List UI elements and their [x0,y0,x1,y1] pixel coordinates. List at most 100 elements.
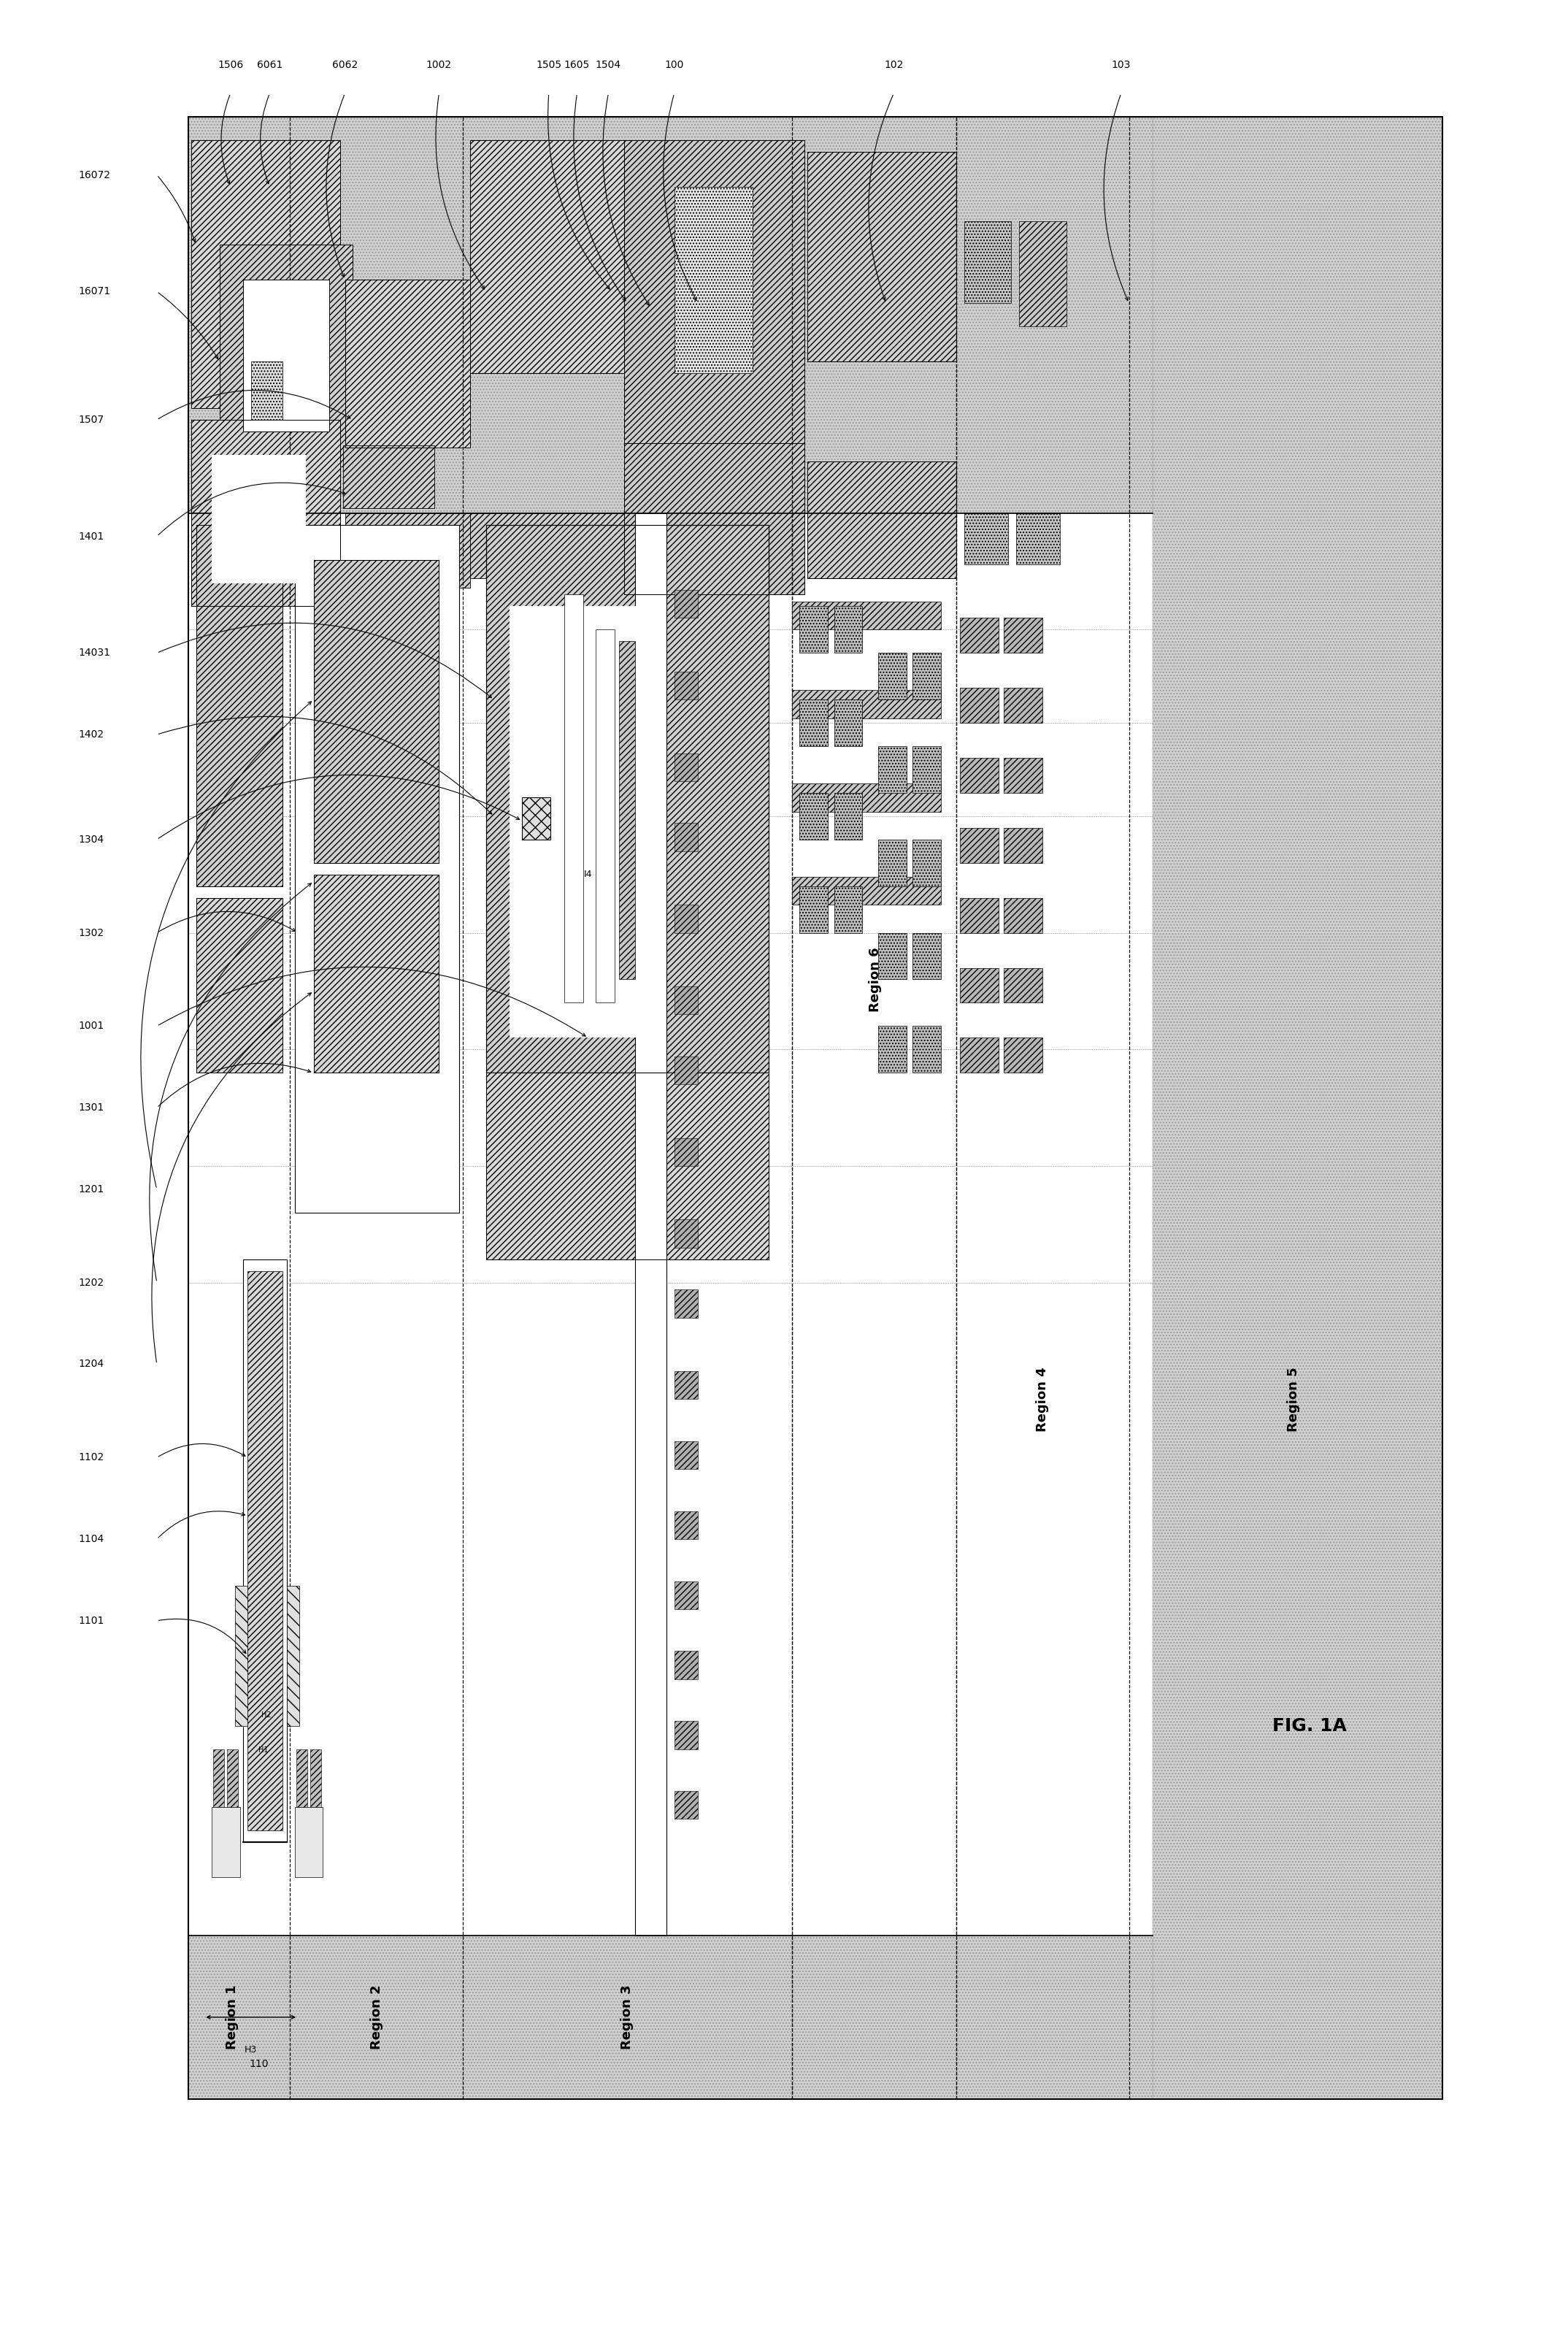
FancyArrowPatch shape [547,96,610,289]
FancyArrowPatch shape [602,96,649,305]
Bar [191,420,340,606]
Text: 1507: 1507 [78,415,103,424]
Bar [878,840,906,886]
Bar [486,1073,768,1259]
FancyArrowPatch shape [574,96,626,301]
Text: FIG. 1A: FIG. 1A [1272,1716,1347,1735]
Bar [792,877,941,905]
Text: 1001: 1001 [78,1021,103,1031]
Bar [1152,117,1443,2099]
Bar [196,525,282,886]
Bar [624,140,804,443]
FancyArrowPatch shape [158,912,295,933]
Bar [674,1581,698,1609]
Text: I4: I4 [583,870,593,879]
Bar [792,602,941,630]
Bar [510,606,651,1038]
Bar [314,874,439,1073]
Bar [674,905,698,933]
Bar [800,700,828,746]
Bar [674,672,698,700]
Bar [1019,222,1066,326]
Bar [1004,968,1043,1003]
Bar [188,1936,1152,2099]
Bar [295,525,459,1213]
Bar [674,1371,698,1399]
Text: 1401: 1401 [78,532,103,541]
FancyArrowPatch shape [436,96,485,289]
FancyArrowPatch shape [158,1618,246,1653]
Bar [470,140,624,373]
Bar [834,886,862,933]
Bar [878,933,906,979]
Bar [1004,688,1043,723]
Bar [295,1807,323,1877]
Bar [913,746,941,793]
Bar [196,898,282,1073]
Bar [486,1073,768,1259]
FancyArrowPatch shape [158,716,492,814]
Bar [243,1259,287,1842]
Bar [314,560,439,863]
Bar [960,898,999,933]
FancyArrowPatch shape [221,96,230,184]
Bar [296,1749,307,1807]
Bar [808,152,956,361]
Bar [878,1026,906,1073]
FancyArrowPatch shape [158,1063,310,1105]
Bar [248,1271,282,1831]
Bar [1004,758,1043,793]
Bar [808,462,956,578]
Text: 1302: 1302 [78,928,103,937]
Bar [964,513,1008,564]
Bar [674,1138,698,1166]
Text: 1504: 1504 [596,61,621,70]
Text: 1304: 1304 [78,835,103,844]
Bar [596,630,615,1003]
Bar [674,590,698,618]
Bar [960,618,999,653]
Bar [213,1749,224,1807]
Text: 103: 103 [1112,61,1131,70]
Bar [212,455,306,583]
FancyArrowPatch shape [141,702,312,1187]
Text: 1101: 1101 [78,1616,103,1625]
Bar [792,784,941,812]
Bar [1016,513,1060,564]
Bar [624,443,804,595]
Bar [235,1586,248,1726]
Bar [674,1220,698,1248]
Bar [243,280,329,431]
Bar [808,152,956,361]
Bar [486,525,768,1073]
Bar [227,1749,238,1807]
Bar [188,117,1443,2099]
Bar [800,886,828,933]
Text: 16071: 16071 [78,287,111,296]
Text: H2: H2 [262,1712,271,1719]
Bar [808,462,956,578]
Bar [674,1791,698,1819]
Bar [674,753,698,781]
FancyArrowPatch shape [158,1511,245,1537]
Bar [196,898,282,1073]
Bar [913,933,941,979]
Bar [314,874,439,1073]
Bar [486,525,768,1073]
Bar [674,1721,698,1749]
Bar [674,823,698,851]
Bar [188,117,1443,2099]
Bar [287,1586,299,1726]
Bar [674,1441,698,1469]
Text: 1002: 1002 [426,61,452,70]
Bar [220,245,353,466]
Text: 102: 102 [884,61,903,70]
Bar [960,758,999,793]
Bar [212,1807,240,1877]
Bar [913,840,941,886]
Bar [674,1511,698,1539]
Text: Region 4: Region 4 [1036,1367,1049,1432]
Text: 16072: 16072 [78,170,110,180]
Text: 1506: 1506 [218,61,243,70]
Bar [674,1290,698,1318]
